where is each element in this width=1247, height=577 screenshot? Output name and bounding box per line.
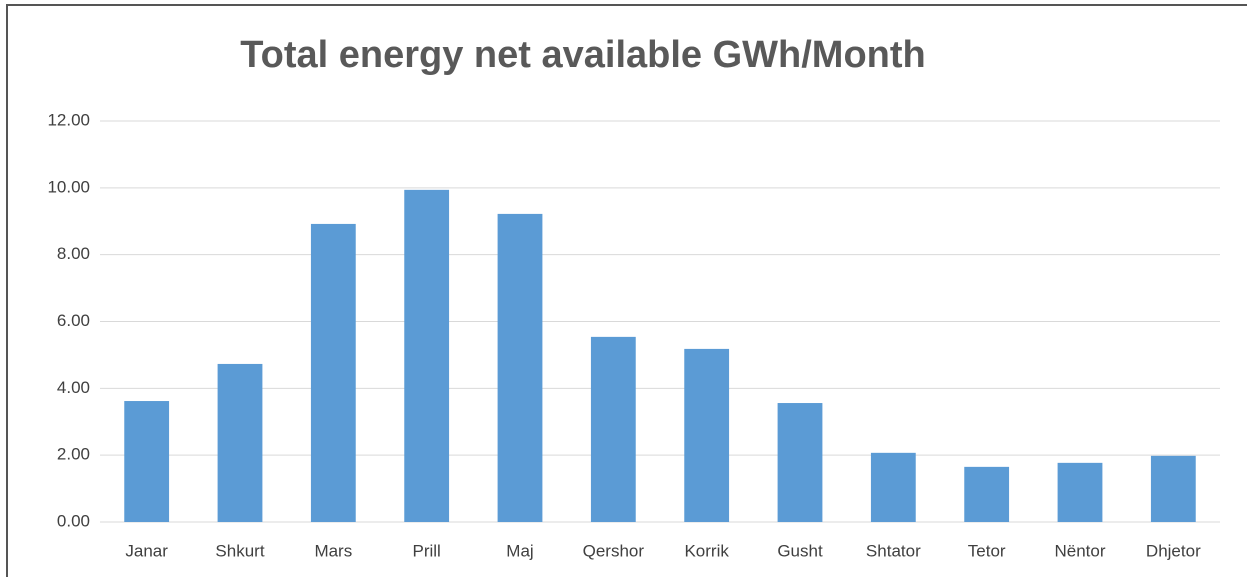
- bar: [310, 223, 356, 522]
- x-tick-label: Shkurt: [215, 541, 264, 560]
- bar: [124, 401, 170, 522]
- x-tick-label: Maj: [506, 541, 533, 560]
- y-tick-label: 10.00: [47, 177, 90, 196]
- bar: [217, 363, 263, 522]
- chart-frame: [6, 4, 1247, 577]
- y-tick-label: 12.00: [47, 110, 90, 129]
- y-tick-label: 8.00: [57, 244, 90, 263]
- bar: [870, 452, 916, 522]
- x-tick-label: Shtator: [866, 541, 921, 560]
- x-tick-label: Mars: [314, 541, 352, 560]
- x-tick-label: Tetor: [968, 541, 1006, 560]
- bar: [1057, 462, 1103, 522]
- bar: [777, 403, 823, 522]
- chart-title: Total energy net available GWh/Month: [240, 34, 925, 76]
- bar: [964, 466, 1010, 522]
- x-tick-label: Prill: [412, 541, 440, 560]
- x-tick-label: Dhjetor: [1146, 541, 1201, 560]
- x-tick-label: Korrik: [684, 541, 729, 560]
- y-tick-label: 4.00: [57, 378, 90, 397]
- bar: [684, 348, 730, 522]
- bar: [1150, 455, 1196, 522]
- x-tick-label: Janar: [125, 541, 168, 560]
- bar: [404, 189, 450, 523]
- y-tick-label: 2.00: [57, 445, 90, 464]
- bar: [590, 336, 636, 522]
- x-tick-label: Qershor: [583, 541, 645, 560]
- bar: [497, 213, 543, 523]
- y-tick-label: 6.00: [57, 311, 90, 330]
- x-tick-label: Gusht: [777, 541, 823, 560]
- y-tick-label: 0.00: [57, 511, 90, 530]
- x-tick-label: Nëntor: [1054, 541, 1105, 560]
